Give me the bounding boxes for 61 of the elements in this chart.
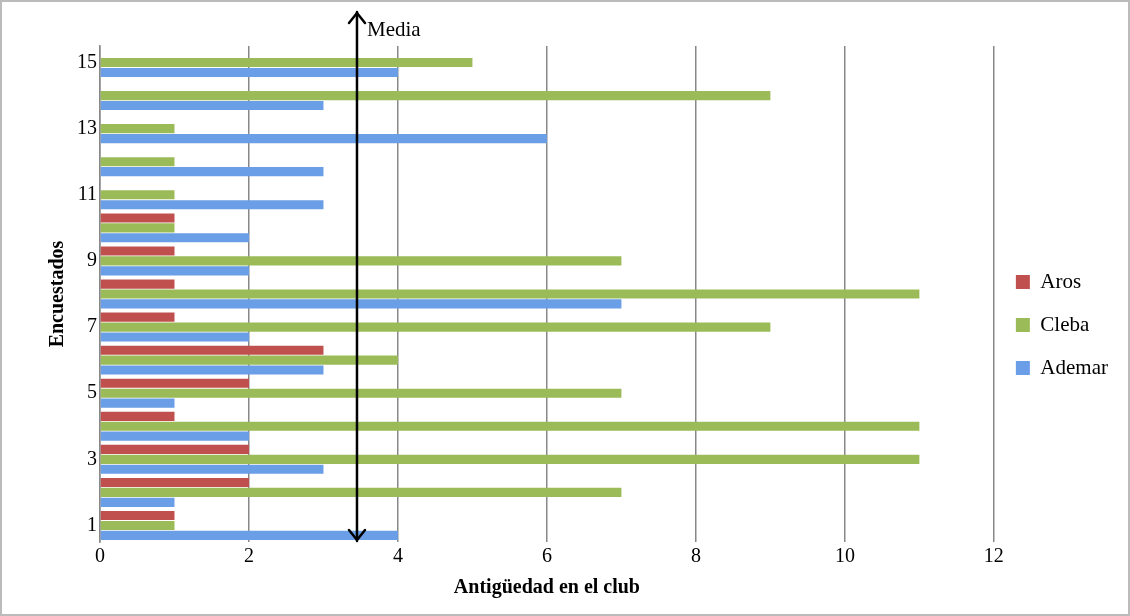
y-tick-label: 1: [87, 512, 97, 535]
bar: [100, 497, 175, 507]
y-tick-label: 13: [77, 115, 97, 138]
bar: [100, 299, 622, 309]
y-tick-label: 5: [87, 380, 97, 403]
bar: [100, 312, 175, 322]
x-tick-label: 10: [834, 544, 855, 567]
y-axis-title: Encuestados: [45, 240, 68, 348]
bar: [100, 157, 175, 167]
bar: [100, 510, 175, 521]
y-tick-label: 7: [87, 314, 97, 337]
bar: [100, 421, 920, 431]
bar: [100, 487, 622, 497]
bar: [100, 378, 249, 388]
bar: [100, 332, 249, 342]
bar: [100, 355, 398, 365]
bar: [100, 57, 473, 68]
bar: [100, 124, 175, 134]
y-tick-label: 11: [77, 182, 97, 205]
bar: [100, 444, 249, 454]
legend-label: Ademar: [1040, 354, 1109, 379]
bar: [100, 91, 771, 101]
bar: [100, 477, 249, 488]
x-tick-label: 2: [243, 544, 254, 567]
bar: [100, 67, 398, 78]
bar: [100, 223, 175, 233]
bar: [100, 167, 324, 177]
bar: [100, 100, 324, 111]
x-tick-label: 4: [392, 544, 403, 567]
x-tick-label: 8: [690, 544, 701, 567]
bar: [100, 431, 249, 441]
bar: [100, 266, 249, 276]
bar: [100, 530, 398, 540]
legend-label: Aros: [1040, 268, 1082, 293]
y-tick-label: 9: [87, 248, 97, 271]
bar: [100, 365, 324, 375]
bar: [100, 256, 622, 266]
bar: [100, 190, 175, 200]
x-tick-label: 6: [541, 544, 552, 567]
bar: [100, 454, 920, 464]
bar: [100, 213, 175, 223]
bar: [100, 411, 175, 421]
y-tick-label: 15: [77, 49, 97, 72]
bar: [100, 279, 175, 289]
bar: [100, 464, 324, 474]
x-axis-title: Antigüedad en el club: [453, 575, 641, 599]
y-tick-label: 3: [87, 446, 97, 469]
bar: [100, 134, 547, 144]
bar: [100, 289, 920, 299]
bar: [100, 233, 249, 243]
bar: [100, 398, 175, 408]
bar: [100, 200, 324, 210]
bar: [100, 520, 175, 531]
ref-line-label: Media: [366, 16, 422, 41]
x-tick-label: 12: [983, 544, 1004, 567]
legend-label: Cleba: [1040, 311, 1091, 336]
bar: [100, 322, 771, 332]
bar: [100, 246, 175, 256]
x-tick-label: 0: [95, 544, 105, 567]
bar: [100, 345, 324, 355]
bar: [100, 388, 622, 398]
